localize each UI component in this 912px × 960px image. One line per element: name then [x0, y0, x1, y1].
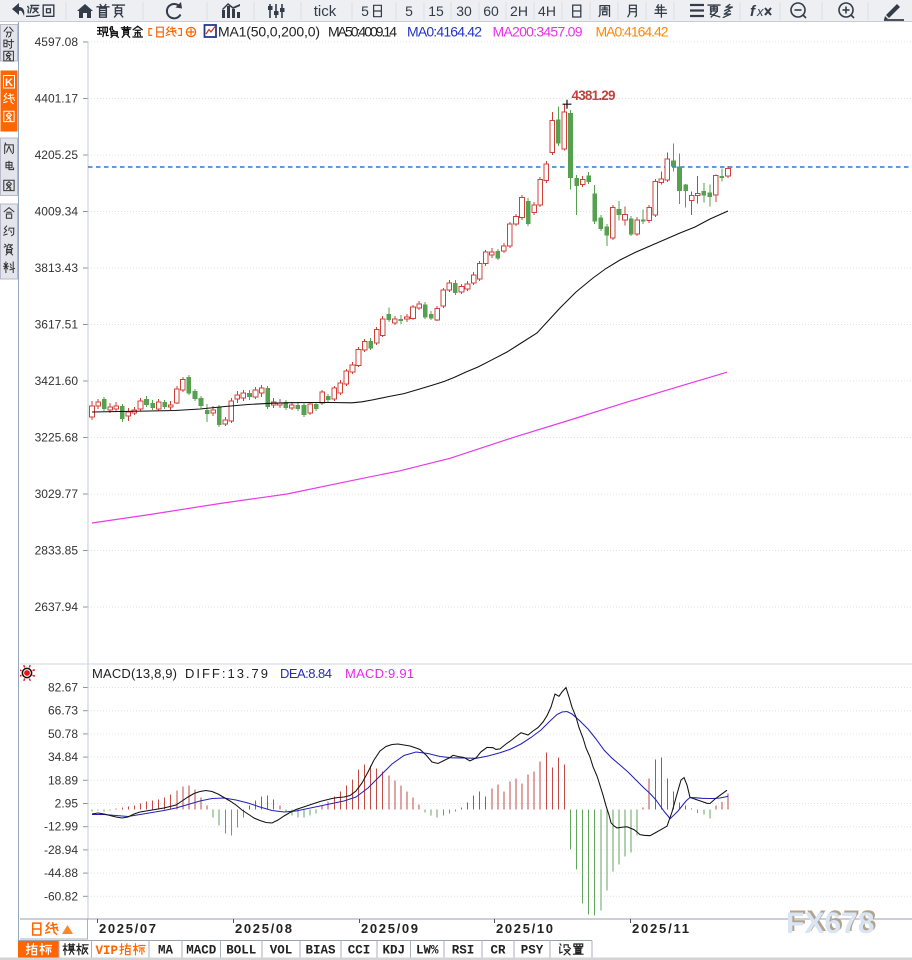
svg-text:MA200:3457.09: MA200:3457.09	[493, 24, 583, 40]
svg-text:MA: MA	[158, 944, 174, 958]
svg-text:-12.99: -12.99	[44, 820, 78, 834]
svg-text:4205.25: 4205.25	[35, 148, 79, 162]
svg-text:3225.68: 3225.68	[35, 431, 79, 445]
svg-text:2H: 2H	[510, 3, 528, 19]
svg-text:3421.60: 3421.60	[35, 374, 79, 388]
svg-text:2637.94: 2637.94	[35, 600, 79, 614]
svg-text:66.73: 66.73	[48, 704, 78, 718]
svg-text:CCI: CCI	[348, 944, 371, 958]
svg-text:34.84: 34.84	[48, 750, 78, 764]
svg-text:82.67: 82.67	[48, 681, 78, 695]
svg-text:FX678: FX678	[786, 907, 874, 940]
svg-text:RSI: RSI	[452, 944, 475, 958]
svg-text:2025/10: 2025/10	[496, 921, 553, 936]
svg-text:50.78: 50.78	[48, 727, 78, 741]
svg-text:2025/07: 2025/07	[99, 921, 156, 936]
svg-text:4401.17: 4401.17	[35, 92, 79, 106]
svg-text:VOL: VOL	[270, 944, 293, 958]
svg-text:4381.29: 4381.29	[572, 88, 616, 103]
svg-text:KDJ: KDJ	[382, 944, 405, 958]
svg-text:3813.43: 3813.43	[35, 261, 79, 275]
svg-text:BOLL: BOLL	[226, 944, 256, 958]
svg-text:4597.08: 4597.08	[35, 35, 79, 49]
svg-text:15: 15	[428, 3, 444, 19]
svg-text:5: 5	[405, 3, 413, 19]
svg-text:x: x	[756, 4, 764, 19]
svg-text:2833.85: 2833.85	[35, 544, 79, 558]
svg-text:3029.77: 3029.77	[35, 487, 79, 501]
svg-text:VIP: VIP	[96, 944, 119, 958]
svg-text:BIAS: BIAS	[305, 944, 336, 958]
svg-text:-44.88: -44.88	[44, 866, 78, 880]
svg-text:4H: 4H	[538, 3, 556, 19]
svg-text:MA0:4164.42: MA0:4164.42	[596, 24, 669, 40]
svg-text:PSY: PSY	[521, 944, 544, 958]
svg-text:4009.34: 4009.34	[35, 205, 79, 219]
svg-text:f: f	[750, 3, 757, 20]
svg-text:tick: tick	[314, 3, 337, 20]
svg-text:MA50:4009.14: MA50:4009.14	[328, 24, 397, 40]
svg-text:LW%: LW%	[416, 944, 439, 958]
svg-text:2025/09: 2025/09	[361, 921, 418, 936]
svg-text:MA1(50,0,200,0): MA1(50,0,200,0)	[218, 24, 320, 40]
svg-text:MACD(13,8,9): MACD(13,8,9)	[92, 666, 177, 681]
svg-text:2.95: 2.95	[55, 797, 79, 811]
svg-text:2025/11: 2025/11	[632, 921, 689, 936]
svg-text:DIFF:13.79: DIFF:13.79	[185, 666, 268, 681]
svg-text:18.89: 18.89	[48, 773, 78, 787]
svg-text:CR: CR	[490, 944, 506, 958]
svg-text:30: 30	[456, 3, 472, 19]
svg-text:K: K	[5, 77, 13, 89]
svg-text:5: 5	[361, 3, 369, 19]
svg-text:-60.82: -60.82	[44, 889, 78, 903]
svg-text:FX678: FX678	[788, 905, 876, 938]
svg-text:-28.94: -28.94	[44, 843, 78, 857]
svg-text:60: 60	[483, 3, 499, 19]
svg-text:MACD:9.91: MACD:9.91	[345, 666, 414, 681]
svg-text:MA0:4164.42: MA0:4164.42	[407, 24, 482, 40]
svg-text:3617.51: 3617.51	[35, 318, 79, 332]
svg-text:MACD: MACD	[186, 944, 217, 958]
svg-text:2025/08: 2025/08	[235, 921, 292, 936]
svg-text:DEA:8.84: DEA:8.84	[280, 666, 332, 681]
